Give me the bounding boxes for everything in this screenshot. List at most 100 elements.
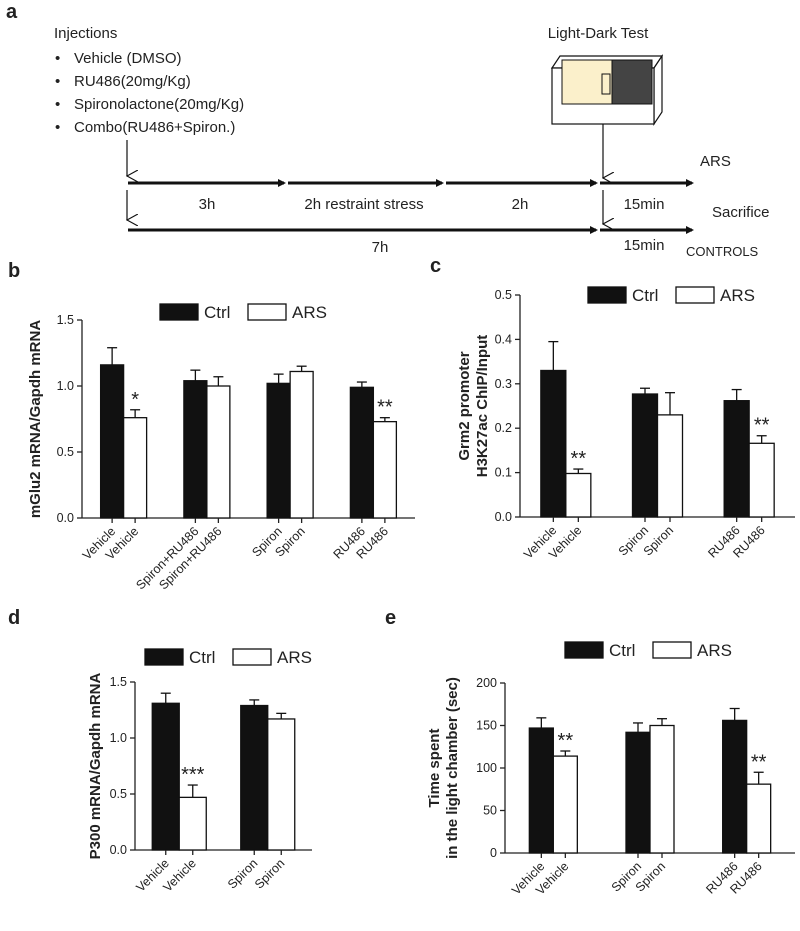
y-tick-label: 0.2 xyxy=(495,421,512,435)
chart-panel: d 0.0 0.5 1.0 1.5 P300 mRNA/Gapdh mRNA Ctrl ARS… xyxy=(8,607,312,895)
bar xyxy=(266,382,291,519)
y-tick-label: 200 xyxy=(476,676,497,690)
segment-label: 2h xyxy=(512,196,529,213)
y-tick-label: 1.5 xyxy=(57,313,74,327)
x-tick-label: Spiron xyxy=(252,856,287,891)
legend-swatch xyxy=(232,648,272,666)
segment-label: 15min xyxy=(624,196,665,213)
bar xyxy=(746,783,772,854)
bar xyxy=(723,400,750,518)
y-tick-label: 100 xyxy=(476,761,497,775)
bar xyxy=(349,386,375,519)
bar xyxy=(722,719,748,854)
row-label: CONTROLS xyxy=(686,244,759,259)
bullet: • xyxy=(55,73,60,90)
y-tick-label: 150 xyxy=(476,719,497,733)
bar xyxy=(99,364,125,519)
bar xyxy=(565,472,592,518)
legend-swatch xyxy=(159,303,199,321)
legend-swatch xyxy=(587,286,627,304)
y-axis-label: P300 mRNA/Gapdh mRNA xyxy=(87,672,104,859)
panel-label: a xyxy=(6,1,18,23)
y-tick-label: 1.0 xyxy=(57,379,74,393)
y-tick-label: 0.4 xyxy=(495,332,512,346)
y-tick-label: 0 xyxy=(490,846,497,860)
bar xyxy=(631,393,659,518)
bar xyxy=(183,380,208,519)
item: Combo(RU486+Spiron.) xyxy=(74,119,235,136)
significance: * xyxy=(131,389,139,411)
legend-swatch xyxy=(675,286,715,304)
bar xyxy=(649,724,675,854)
bullet: • xyxy=(55,96,60,113)
panel-label: c xyxy=(430,255,441,277)
bullet: • xyxy=(55,50,60,67)
segment-label: 3h xyxy=(199,196,216,213)
legend-label: ARS xyxy=(292,303,327,322)
legend-label: ARS xyxy=(697,641,732,660)
y-tick-label: 0.5 xyxy=(495,288,512,302)
item: Spironolactone(20mg/Kg) xyxy=(74,96,244,113)
legend-swatch xyxy=(247,303,287,321)
bar xyxy=(372,420,398,519)
y-axis-label: Grm2 promoter xyxy=(456,351,473,460)
bar xyxy=(178,796,207,851)
bullet: • xyxy=(55,119,60,136)
bar xyxy=(122,417,148,519)
y-axis-label: mGlu2 mRNA/Gapdh mRNA xyxy=(27,320,44,519)
item: RU486(20mg/Kg) xyxy=(74,73,191,90)
y-tick-label: 1.5 xyxy=(110,675,127,689)
y-tick-label: 0.1 xyxy=(495,466,512,480)
segment-label: 15min xyxy=(624,237,665,254)
legend-label: Ctrl xyxy=(609,641,635,660)
panel-label: e xyxy=(385,607,396,629)
bar xyxy=(540,369,567,518)
bar xyxy=(748,442,775,518)
segment-label: 7h xyxy=(372,239,389,256)
legend-label: ARS xyxy=(720,286,755,305)
y-tick-label: 0.5 xyxy=(110,787,127,801)
bar xyxy=(151,702,180,851)
significance: ** xyxy=(754,415,770,437)
bar xyxy=(528,727,554,854)
side-label: Sacrifice xyxy=(712,204,770,221)
legend-label: Ctrl xyxy=(204,303,230,322)
panel-label: b xyxy=(8,260,20,282)
significance: ** xyxy=(571,448,587,470)
heading: Injections xyxy=(54,25,117,42)
chart-panel: e 0 50 100 150 200 Time spent in the light cham… xyxy=(385,607,795,898)
y-tick-label: 0.3 xyxy=(495,377,512,391)
bar xyxy=(656,414,684,518)
row-label: ARS xyxy=(700,153,731,170)
bar xyxy=(240,704,269,851)
significance: ** xyxy=(377,397,393,419)
y-tick-label: 0.0 xyxy=(110,843,127,857)
legend-label: Ctrl xyxy=(632,286,658,305)
timeline-panel: a Injections • • • • Vehicle (DMSO) RU48… xyxy=(6,1,770,259)
segment-label: 2h restraint stress xyxy=(304,196,423,213)
y-axis-label: Time spent xyxy=(426,729,443,808)
panel-label: d xyxy=(8,607,20,629)
test-label: Light-Dark Test xyxy=(548,25,649,42)
y-tick-label: 0.0 xyxy=(57,511,74,525)
significance: ** xyxy=(751,751,767,773)
bar xyxy=(625,731,651,854)
legend-label: Ctrl xyxy=(189,648,215,667)
y-tick-label: 0.0 xyxy=(495,510,512,524)
item: Vehicle (DMSO) xyxy=(74,50,182,67)
y-tick-label: 50 xyxy=(483,804,497,818)
legend-swatch xyxy=(144,648,184,666)
bar xyxy=(267,718,296,851)
y-tick-label: 1.0 xyxy=(110,731,127,745)
chart-panel: c 0.0 0.1 0.2 0.3 0.4 0.5 Grm2 promoter H3K27ac … xyxy=(430,255,795,562)
y-axis-label: in the light chamber (sec) xyxy=(444,677,461,859)
legend-label: ARS xyxy=(277,648,312,667)
x-tick-label: Spiron xyxy=(225,856,260,891)
significance: ** xyxy=(558,730,574,752)
y-tick-label: 0.5 xyxy=(57,445,74,459)
legend-swatch xyxy=(652,641,692,659)
y-axis-label: H3K27ac ChIP/Input xyxy=(474,335,491,478)
legend-swatch xyxy=(564,641,604,659)
bar xyxy=(206,385,231,519)
